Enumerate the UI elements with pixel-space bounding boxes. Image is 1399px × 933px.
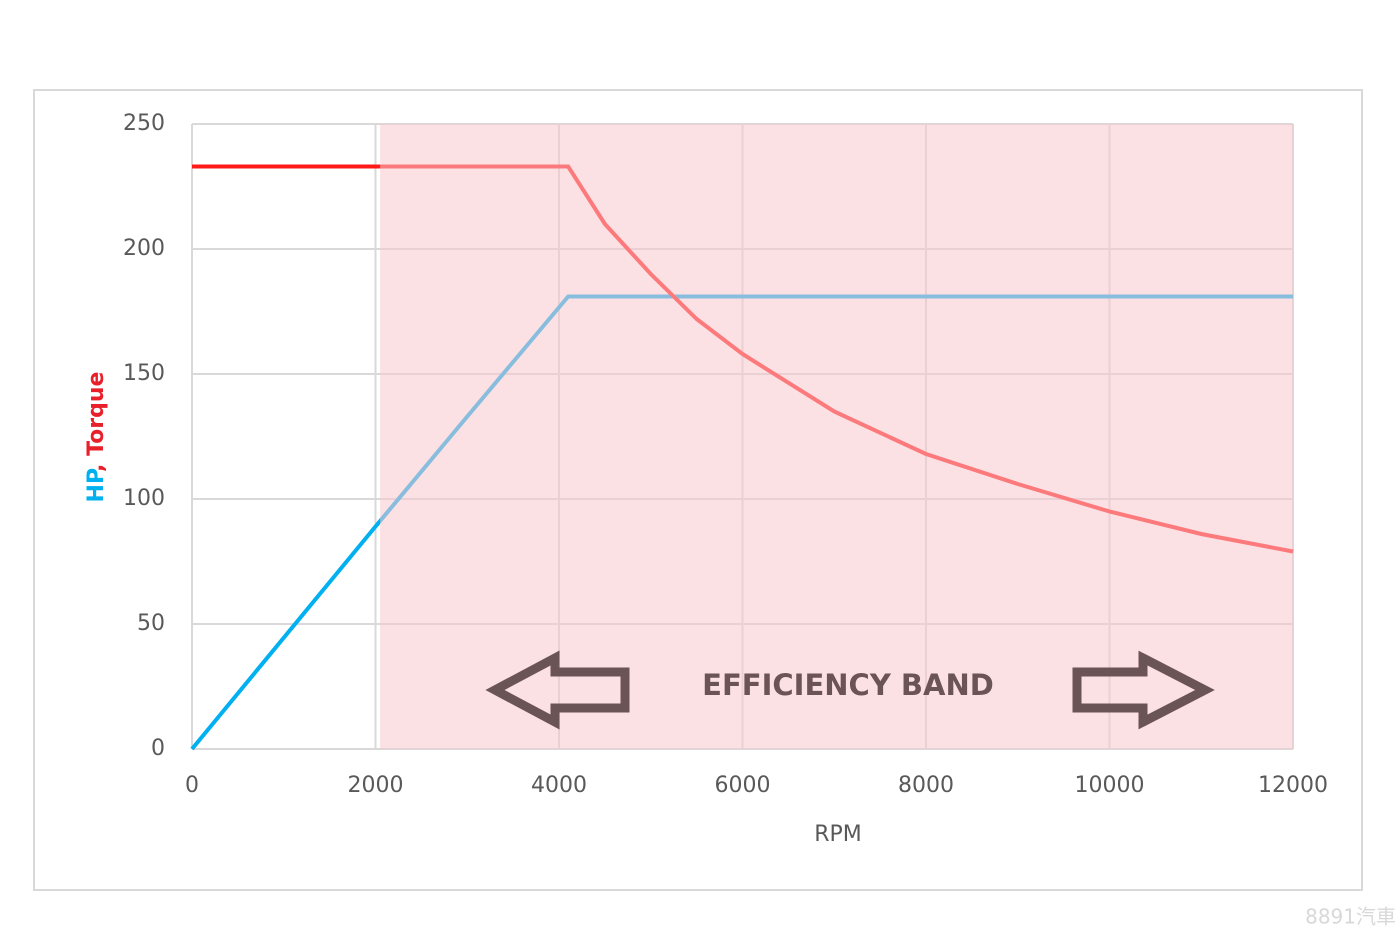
y-axis-label: HP, Torque bbox=[84, 372, 109, 503]
x-axis-label: RPM bbox=[814, 822, 862, 847]
x-tick-label: 8000 bbox=[898, 773, 954, 798]
watermark: 8891汽車 bbox=[1305, 905, 1396, 929]
left-arrow bbox=[485, 650, 630, 730]
x-tick-label: 2000 bbox=[348, 773, 404, 798]
x-tick-label: 12000 bbox=[1258, 773, 1328, 798]
labels: 0 50 100 150 200 250 0 2000 4000 6000 8000 10000 120… bbox=[123, 111, 1328, 798]
y-axis-label-part: HP bbox=[84, 468, 109, 502]
band-layer bbox=[380, 124, 1293, 749]
x-tick-label: 0 bbox=[185, 773, 199, 798]
y-tick-label: 200 bbox=[123, 236, 165, 261]
y-axis-label-part: , Torque bbox=[84, 372, 109, 472]
right-arrow bbox=[1072, 650, 1215, 730]
efficiency-band bbox=[380, 124, 1293, 749]
y-tick-label: 0 bbox=[151, 736, 165, 761]
x-tick-label: 6000 bbox=[715, 773, 771, 798]
y-tick-label: 150 bbox=[123, 361, 165, 386]
x-tick-label: 4000 bbox=[531, 773, 587, 798]
y-tick-label: 250 bbox=[123, 111, 165, 136]
x-tick-label: 10000 bbox=[1075, 773, 1145, 798]
band-label: EFFICIENCY BAND bbox=[702, 668, 994, 702]
y-tick-label: 50 bbox=[137, 611, 165, 636]
y-tick-label: 100 bbox=[123, 486, 165, 511]
